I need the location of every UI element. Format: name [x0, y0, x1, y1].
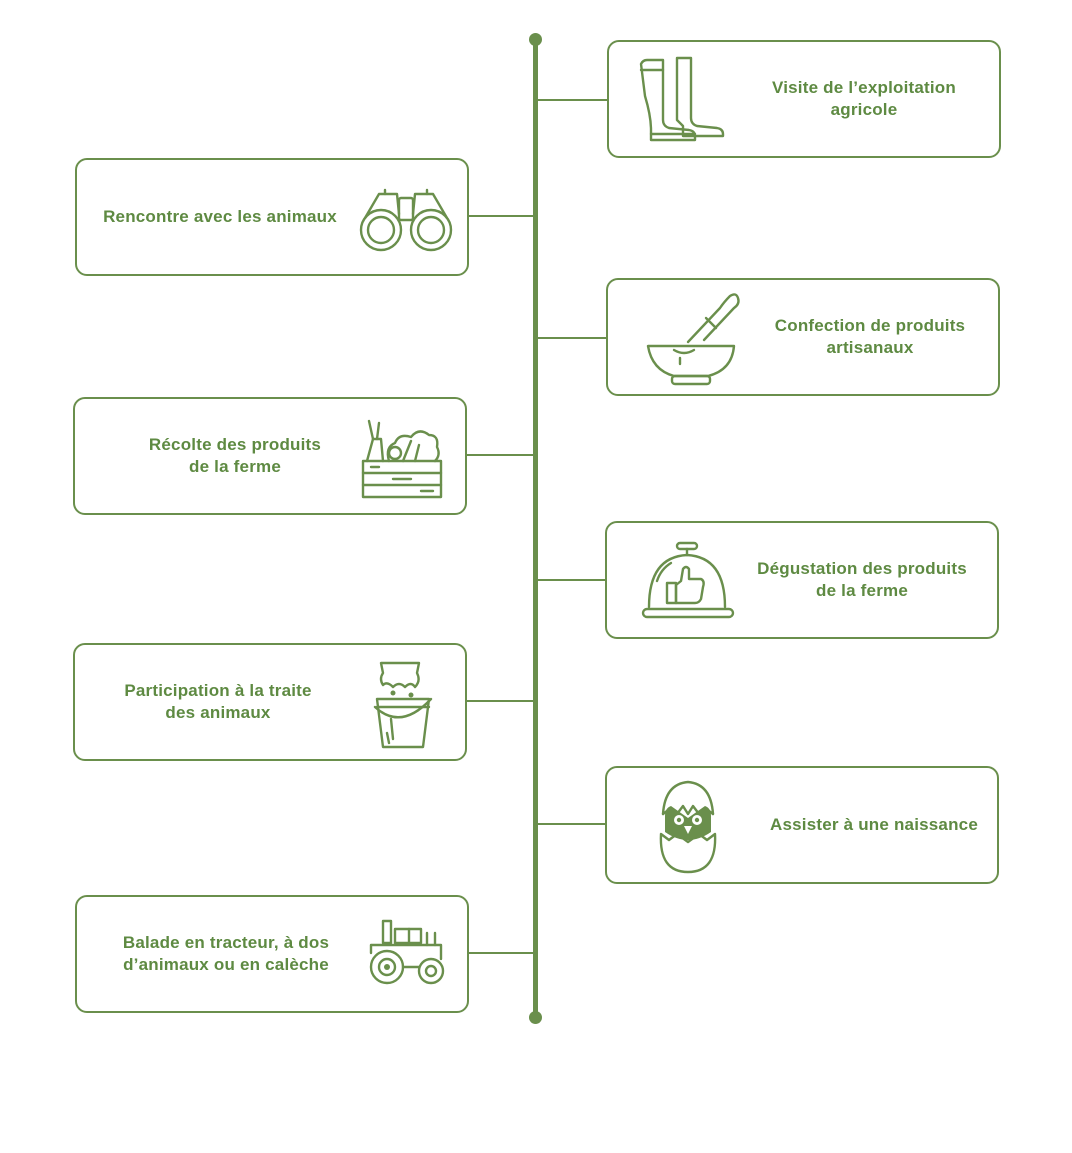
- activity-label: Dégustation des produits de la ferme: [757, 559, 967, 600]
- connector-right-2: [538, 337, 608, 339]
- connector-left-3: [466, 700, 534, 702]
- activity-label: Rencontre avec les animaux: [103, 207, 337, 226]
- mortar-pestle-icon: [646, 293, 740, 386]
- connector-right-1: [538, 99, 608, 101]
- vegetable-crate-icon: [361, 419, 443, 499]
- activity-card-meet-animals: Rencontre avec les animaux: [75, 158, 469, 276]
- timeline-start-dot: [529, 33, 542, 46]
- hatching-chick-icon: [659, 780, 717, 874]
- food-cloche-thumbs-up-icon: [641, 541, 735, 619]
- timeline-axis: [533, 38, 538, 1018]
- activity-card-harvest: Récolte des produits de la ferme: [73, 397, 467, 515]
- activity-card-ride: Balade en tracteur, à dos d’animaux ou e…: [75, 895, 469, 1013]
- connector-left-1: [468, 215, 534, 217]
- activity-label: Confection de produits artisanaux: [774, 316, 966, 357]
- connector-right-3: [538, 579, 606, 581]
- binoculars-icon: [359, 188, 453, 252]
- activity-label: Assister à une naissance: [770, 815, 978, 834]
- activity-card-tasting: Dégustation des produits de la ferme: [605, 521, 999, 639]
- activity-card-artisan-products: Confection de produits artisanaux: [606, 278, 1000, 396]
- activity-card-birth: Assister à une naissance: [605, 766, 999, 884]
- boots-icon: [639, 56, 725, 142]
- milk-bucket-icon: [373, 661, 433, 749]
- activity-label: Participation à la traite des animaux: [124, 681, 312, 722]
- activity-label: Balade en tracteur, à dos d’animaux ou e…: [122, 933, 330, 974]
- tractor-icon: [369, 919, 445, 985]
- connector-left-2: [466, 454, 534, 456]
- connector-right-4: [538, 823, 606, 825]
- activity-label: Visite de l’exploitation agricole: [772, 78, 956, 119]
- activity-label: Récolte des produits de la ferme: [148, 435, 322, 476]
- activity-card-milking: Participation à la traite des animaux: [73, 643, 467, 761]
- connector-left-4: [468, 952, 534, 954]
- activity-card-farm-visit: Visite de l’exploitation agricole: [607, 40, 1001, 158]
- timeline-end-dot: [529, 1011, 542, 1024]
